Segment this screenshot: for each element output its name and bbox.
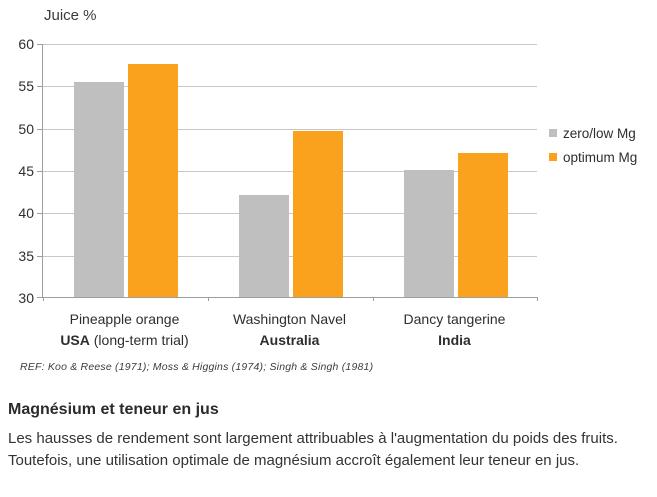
x-axis-tick-1: [208, 297, 209, 301]
y-axis-label-50: 50: [18, 121, 34, 137]
bar-zero-low-mg-dancy-tangerine: [404, 170, 454, 297]
y-axis-label-40: 40: [18, 205, 34, 221]
bar-optimum-mg-dancy-tangerine: [458, 153, 508, 297]
legend-swatch-optimum-mg: [549, 153, 557, 161]
legend-label-zero-low-mg: zero/low Mg: [563, 125, 636, 141]
gridline-60: [43, 44, 537, 45]
gridline-45: [43, 171, 537, 172]
legend-item-zero-low-mg: zero/low Mg: [549, 121, 637, 145]
gridline-55: [43, 86, 537, 87]
category-pineapple-orange: Pineapple orange USA (long-term trial): [42, 309, 207, 351]
y-axis-tick-55: [37, 86, 43, 87]
gridline-40: [43, 213, 537, 214]
gridline-50: [43, 129, 537, 130]
bar-zero-low-mg-washington-navel: [239, 195, 289, 297]
x-axis-category-labels: Pineapple orange USA (long-term trial) W…: [42, 309, 537, 351]
category-label: Washington Navel: [232, 311, 347, 327]
bar-optimum-mg-washington-navel: [293, 131, 343, 297]
plot-area: [37, 44, 538, 301]
gridline-35: [43, 256, 537, 257]
x-axis-tick-0: [43, 297, 44, 301]
legend-swatch-zero-low-mg: [549, 129, 557, 137]
y-axis-tick-30: [37, 297, 43, 298]
category-label: Dancy tangerine: [403, 311, 506, 327]
legend: zero/low Mg optimum Mg: [549, 121, 637, 169]
reference-note: REF: Koo & Reese (1971); Moss & Higgins …: [20, 361, 374, 373]
y-axis-tick-40: [37, 213, 43, 214]
caption-heading: Magnésium et teneur en jus: [8, 401, 219, 418]
y-axis-tick-35: [37, 256, 43, 257]
bar-optimum-mg-pineapple-orange: [128, 64, 178, 297]
category-country: Australia: [259, 332, 320, 348]
category-country: India: [438, 332, 471, 348]
legend-label-optimum-mg: optimum Mg: [563, 149, 638, 165]
y-axis-label-45: 45: [18, 163, 34, 179]
category-sublabel: USA (long-term trial): [42, 330, 207, 351]
category-sublabel: India: [372, 330, 537, 351]
y-axis-label-35: 35: [18, 248, 34, 264]
bar-zero-low-mg-pineapple-orange: [74, 82, 124, 297]
x-axis-tick-2: [373, 297, 374, 301]
category-note: (long-term trial): [89, 332, 189, 348]
chart-title: Juice %: [44, 7, 97, 24]
caption-body: Les hausses de rendement sont largement …: [8, 430, 618, 469]
category-country: USA: [60, 332, 90, 348]
category-washington-navel: Washington Navel Australia: [207, 309, 372, 351]
category-label: Pineapple orange: [69, 311, 180, 327]
y-axis-tick-45: [37, 171, 43, 172]
legend-item-optimum-mg: optimum Mg: [549, 145, 637, 169]
category-sublabel: Australia: [207, 330, 372, 351]
y-axis-tick-60: [37, 44, 43, 45]
y-axis-label-60: 60: [18, 36, 34, 52]
y-axis-label-55: 55: [18, 78, 34, 94]
y-axis-label-30: 30: [18, 290, 34, 306]
x-axis-tick-3: [537, 297, 538, 301]
category-dancy-tangerine: Dancy tangerine India: [372, 309, 537, 351]
y-axis-tick-50: [37, 129, 43, 130]
